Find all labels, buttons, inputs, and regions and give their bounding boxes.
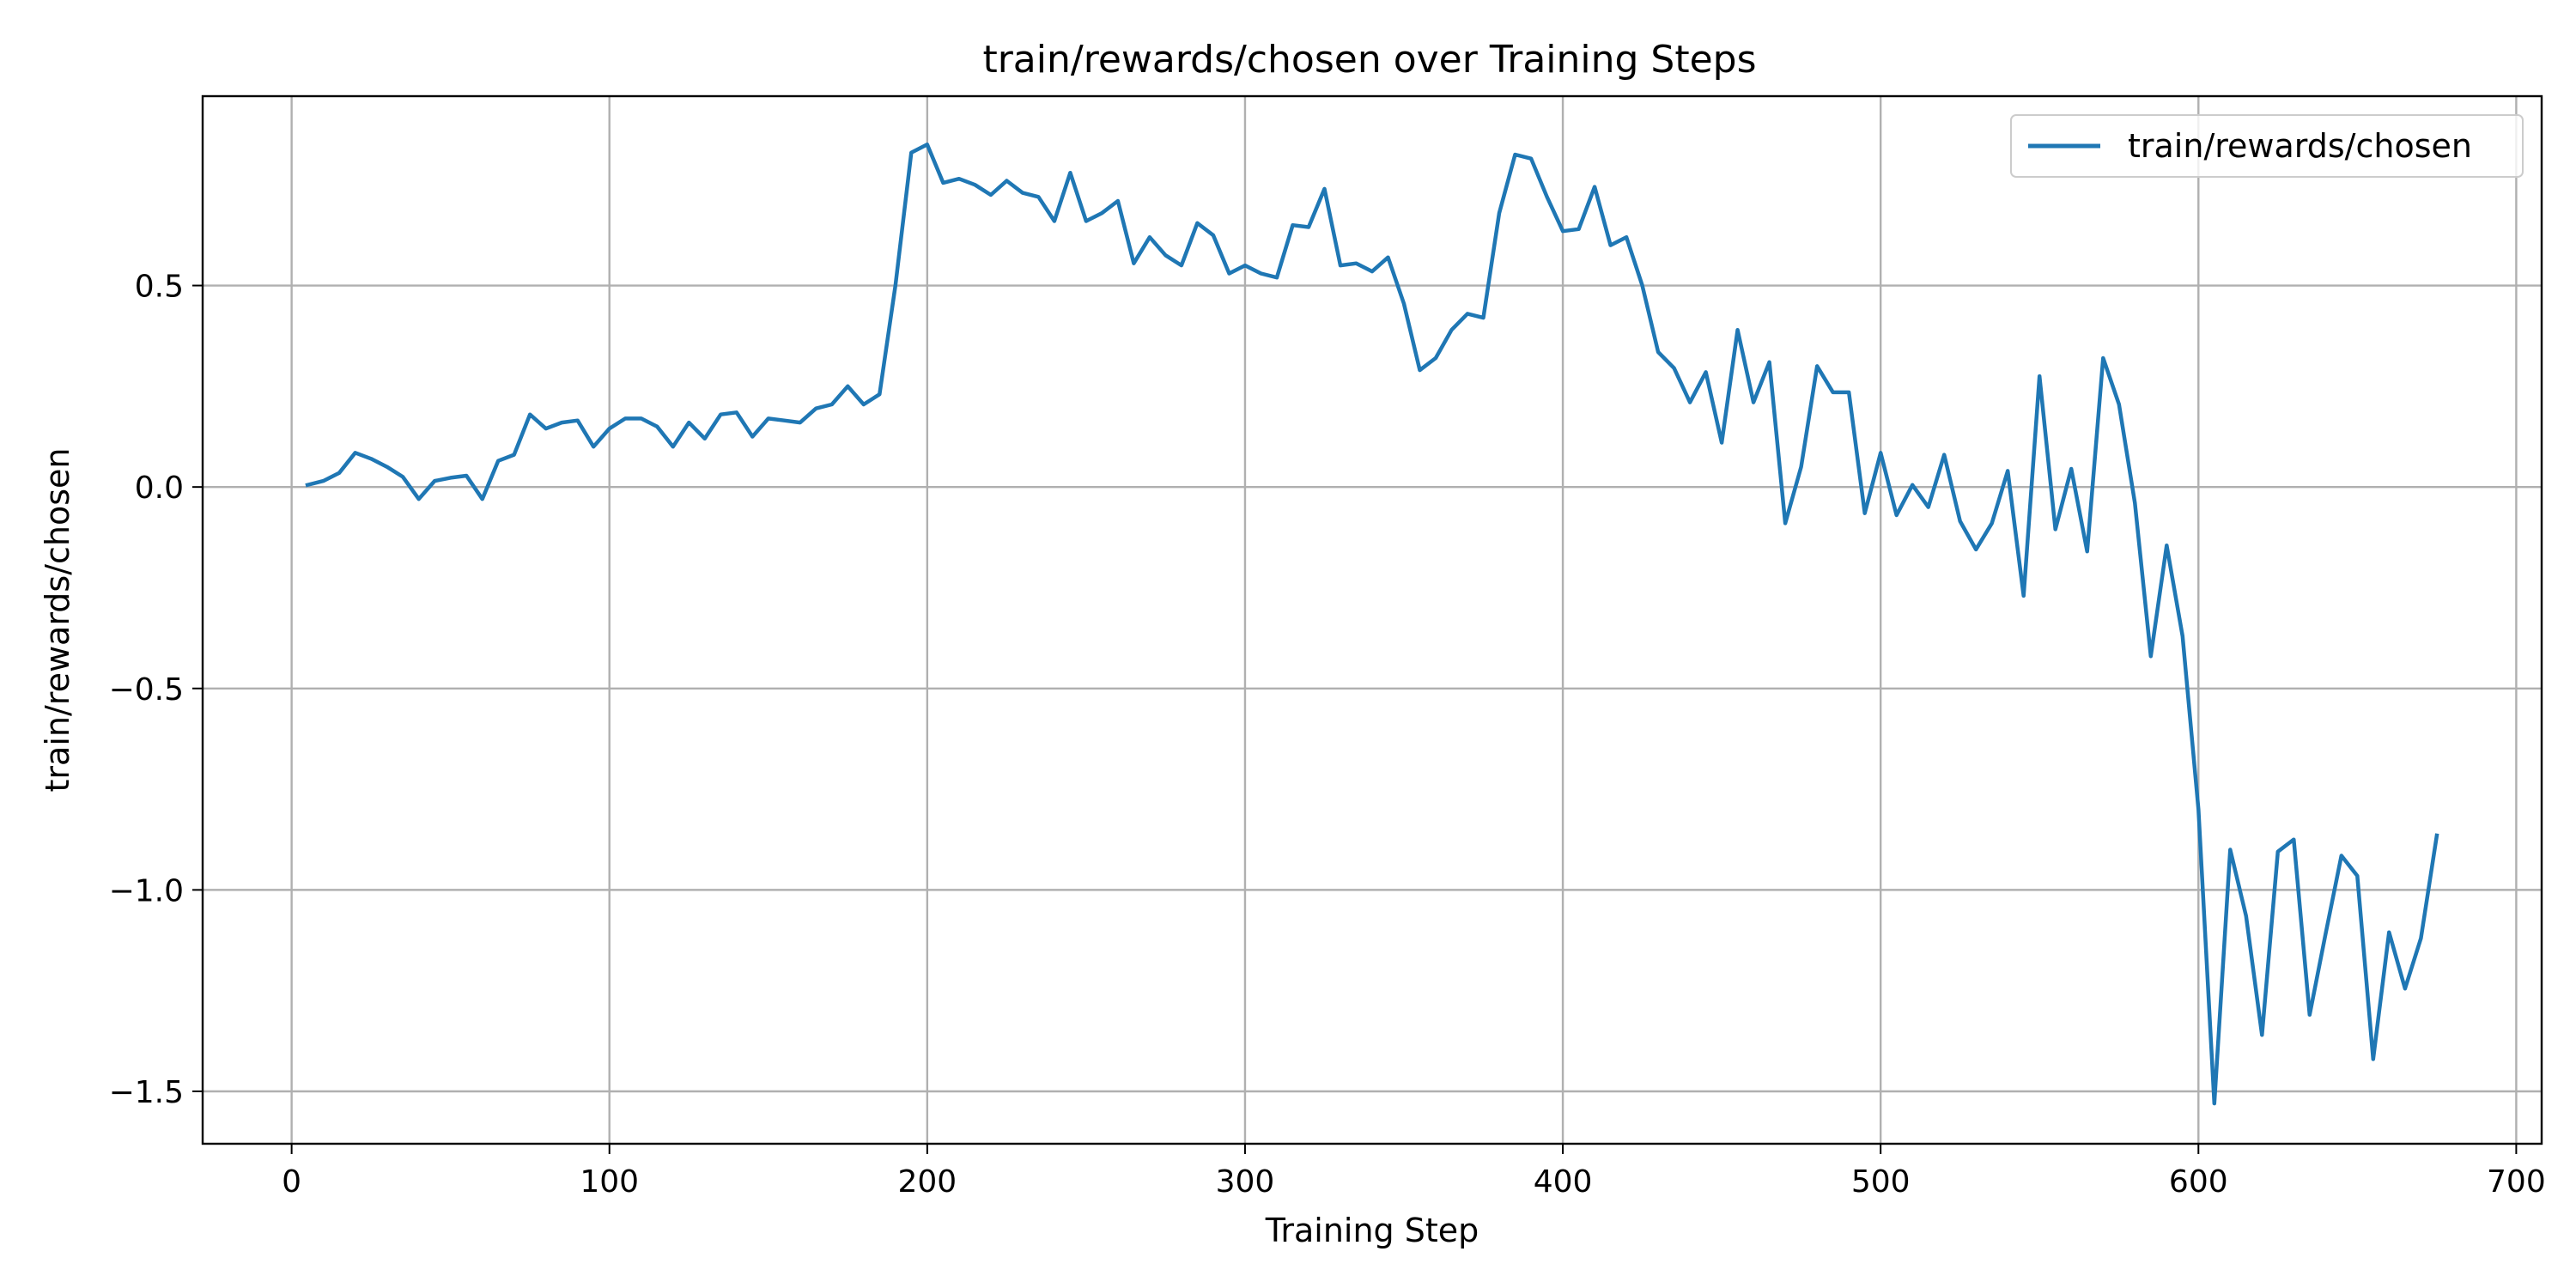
x-tick-label: 600 <box>2169 1164 2228 1200</box>
tick-layer: 0 100 200 300 400 500 600 700 −1.5 −1.0 −0.5 0.0 0.5 <box>109 270 2546 1200</box>
y-tick-label: 0.0 <box>135 471 184 506</box>
legend-box <box>2010 114 2524 178</box>
x-tick-label: 100 <box>580 1164 639 1200</box>
y-tick-label: −1.0 <box>109 873 184 908</box>
x-axis-label: Training Step <box>1265 1212 1479 1249</box>
x-tick-label: 400 <box>1534 1164 1593 1200</box>
y-tick-label: 0.5 <box>135 270 184 305</box>
y-axis-label: train/rewards/chosen <box>39 448 76 793</box>
x-tick-label: 500 <box>1851 1164 1911 1200</box>
x-tick-label: 300 <box>1216 1164 1275 1200</box>
x-tick-label: 0 <box>282 1164 301 1200</box>
series-line <box>305 143 2439 1106</box>
chart-title: train/rewards/chosen over Training Steps <box>982 38 1756 82</box>
grid-layer <box>203 96 2542 1144</box>
y-tick-label: −0.5 <box>109 672 184 708</box>
x-tick-label: 700 <box>2487 1164 2546 1200</box>
y-tick-label: −1.5 <box>109 1075 184 1110</box>
x-tick-label: 200 <box>897 1164 957 1200</box>
legend-entry: train/rewards/chosen <box>2128 127 2472 165</box>
plot-frame <box>201 94 2543 1145</box>
series-layer <box>305 143 2439 1106</box>
legend: train/rewards/chosen <box>2010 114 2524 178</box>
